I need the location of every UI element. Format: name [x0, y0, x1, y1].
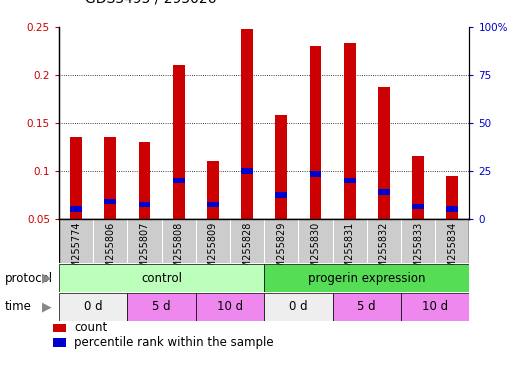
Bar — [230, 219, 264, 263]
Bar — [173, 65, 185, 219]
Bar — [309, 46, 322, 219]
Bar — [104, 137, 116, 219]
Bar — [299, 219, 332, 263]
Bar — [446, 207, 458, 212]
Bar — [93, 219, 127, 263]
Text: GSM255806: GSM255806 — [105, 222, 115, 281]
Text: GSM255832: GSM255832 — [379, 222, 389, 281]
Text: GSM255807: GSM255807 — [140, 222, 149, 281]
Bar — [332, 293, 401, 321]
Text: GDS3495 / 295026: GDS3495 / 295026 — [85, 0, 216, 6]
Bar — [59, 293, 127, 321]
Bar — [207, 202, 219, 207]
Text: protocol: protocol — [5, 271, 53, 285]
Bar — [412, 204, 424, 209]
Bar — [162, 219, 196, 263]
Text: 5 d: 5 d — [358, 300, 376, 313]
Bar — [139, 202, 150, 207]
Bar — [264, 264, 469, 292]
Bar — [241, 168, 253, 174]
Text: progerin expression: progerin expression — [308, 271, 426, 285]
Text: control: control — [141, 271, 182, 285]
Text: 10 d: 10 d — [422, 300, 448, 313]
Bar — [446, 176, 458, 219]
Text: GSM255829: GSM255829 — [277, 222, 286, 281]
Bar — [241, 29, 253, 219]
Bar — [401, 293, 469, 321]
Bar — [207, 161, 219, 219]
Text: count: count — [74, 321, 107, 334]
Text: 5 d: 5 d — [152, 300, 171, 313]
Text: GSM255809: GSM255809 — [208, 222, 218, 281]
Text: ▶: ▶ — [43, 300, 52, 313]
Text: GSM255834: GSM255834 — [447, 222, 457, 281]
Text: 0 d: 0 d — [289, 300, 308, 313]
Bar — [344, 178, 356, 184]
Text: 10 d: 10 d — [217, 300, 243, 313]
Text: ▶: ▶ — [43, 271, 52, 285]
Bar — [70, 137, 82, 219]
Bar — [104, 199, 116, 204]
Bar — [70, 207, 82, 212]
Bar — [344, 43, 356, 219]
Text: GSM255831: GSM255831 — [345, 222, 354, 281]
Bar — [367, 219, 401, 263]
Bar — [275, 192, 287, 198]
Bar — [196, 293, 264, 321]
Bar — [435, 219, 469, 263]
Text: time: time — [5, 300, 32, 313]
Bar — [378, 189, 390, 195]
Bar — [196, 219, 230, 263]
Bar — [53, 323, 66, 332]
Text: GSM255833: GSM255833 — [413, 222, 423, 281]
Bar — [332, 219, 367, 263]
Bar — [401, 219, 435, 263]
Text: GSM255830: GSM255830 — [310, 222, 321, 281]
Text: percentile rank within the sample: percentile rank within the sample — [74, 336, 273, 349]
Bar — [309, 171, 322, 177]
Text: 0 d: 0 d — [84, 300, 103, 313]
Bar — [378, 88, 390, 219]
Bar — [275, 115, 287, 219]
Bar — [127, 293, 196, 321]
Bar — [59, 264, 264, 292]
Bar — [412, 157, 424, 219]
Bar — [264, 293, 332, 321]
Bar — [127, 219, 162, 263]
Text: GSM255828: GSM255828 — [242, 222, 252, 281]
Bar — [173, 178, 185, 184]
Bar — [53, 338, 66, 346]
Bar — [59, 219, 93, 263]
Bar — [264, 219, 299, 263]
Text: GSM255808: GSM255808 — [174, 222, 184, 281]
Bar — [139, 142, 150, 219]
Text: GSM255774: GSM255774 — [71, 222, 81, 281]
